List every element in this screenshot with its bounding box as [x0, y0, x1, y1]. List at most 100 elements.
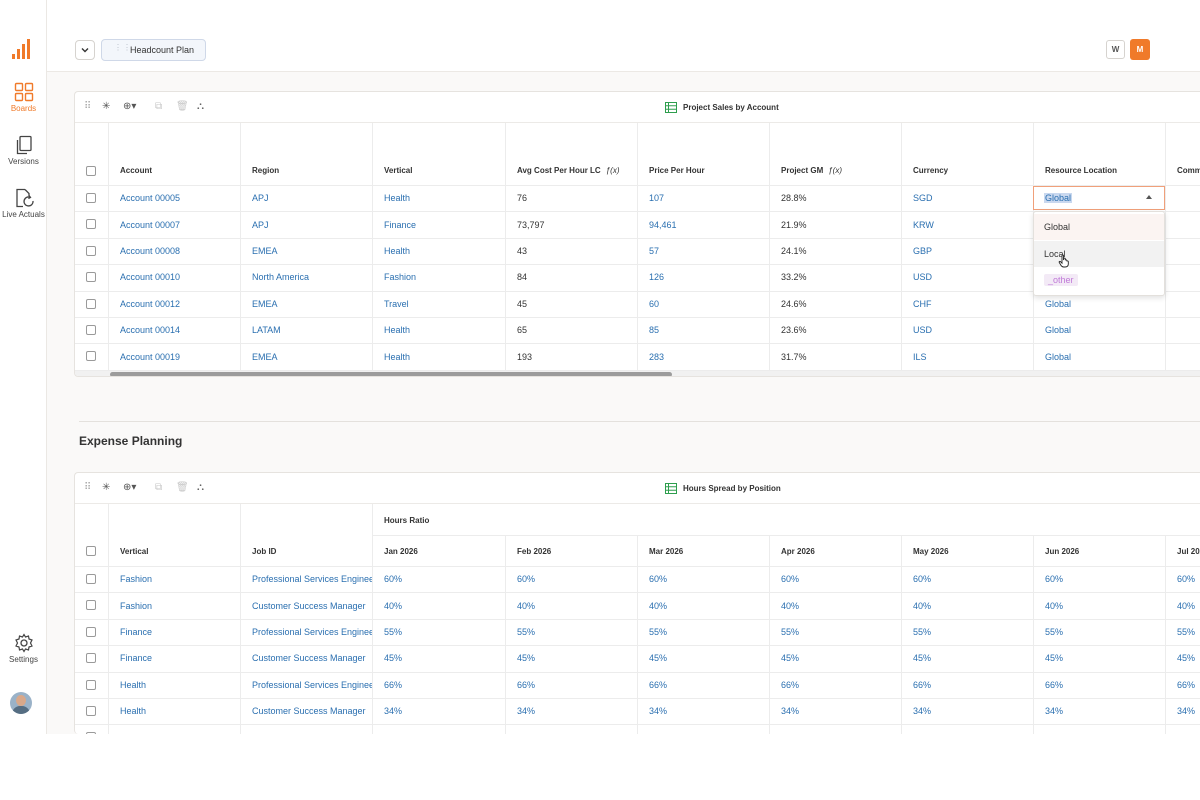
- table-cell[interactable]: 107: [649, 193, 665, 204]
- table-cell[interactable]: Account 00010: [120, 272, 181, 283]
- column-header[interactable]: Avg Cost Per Hour LC ƒ(x): [505, 159, 637, 181]
- row-checkbox[interactable]: [86, 219, 96, 230]
- table-cell[interactable]: Account 00012: [120, 298, 181, 309]
- table-cell[interactable]: 66%: [517, 679, 536, 690]
- row-checkbox[interactable]: [86, 653, 96, 664]
- copy-icon[interactable]: ⧉: [155, 482, 163, 493]
- table-cell[interactable]: 55%: [1177, 626, 1196, 637]
- table-cell[interactable]: APJ: [252, 219, 269, 230]
- row-checkbox[interactable]: [86, 679, 96, 690]
- table-cell[interactable]: 34%: [384, 706, 403, 717]
- table-cell[interactable]: 45%: [384, 653, 403, 664]
- table-cell[interactable]: 40%: [913, 600, 932, 611]
- row-checkbox[interactable]: [86, 706, 96, 716]
- row-checkbox[interactable]: [86, 626, 96, 637]
- column-header[interactable]: Price Per Hour: [637, 159, 769, 181]
- table-cell[interactable]: 60%: [781, 574, 800, 585]
- sidebar-item-settings[interactable]: Settings: [0, 633, 47, 664]
- table-cell[interactable]: 34%: [1177, 706, 1196, 717]
- user-avatar-m[interactable]: M: [1130, 39, 1150, 60]
- table-cell[interactable]: 45%: [517, 653, 536, 664]
- table-cell[interactable]: Fashion: [384, 272, 417, 283]
- add-icon[interactable]: ⊕▾: [123, 101, 137, 112]
- table-cell[interactable]: EMEA: [252, 351, 278, 362]
- board-menu-button[interactable]: [75, 40, 95, 60]
- column-header[interactable]: Currency: [901, 159, 1033, 181]
- column-header[interactable]: Project GM ƒ(x): [769, 159, 901, 181]
- table-cell[interactable]: GBP: [913, 245, 933, 256]
- drag-handle-icon[interactable]: ⠿: [84, 482, 92, 493]
- table-cell[interactable]: Finance: [120, 653, 153, 664]
- scrollbar-thumb[interactable]: [110, 371, 672, 376]
- drag-handle-icon[interactable]: ⠿: [84, 101, 92, 112]
- table-cell[interactable]: Customer Success Manager: [252, 706, 366, 717]
- table-cell[interactable]: 34%: [913, 706, 932, 717]
- sidebar-item-boards[interactable]: Boards: [0, 82, 47, 113]
- table-cell[interactable]: 60%: [1177, 574, 1196, 585]
- column-header[interactable]: Comm: [1165, 159, 1200, 181]
- row-checkbox[interactable]: [86, 272, 96, 283]
- table-cell[interactable]: 94,461: [649, 219, 677, 230]
- table-cell[interactable]: 45%: [1177, 653, 1196, 664]
- table-cell[interactable]: EMEA: [252, 298, 278, 309]
- table-cell[interactable]: CHF: [913, 298, 932, 309]
- table-cell[interactable]: 57: [649, 245, 660, 256]
- table-cell[interactable]: Account 00007: [120, 219, 181, 230]
- column-header[interactable]: Apr 2026: [781, 546, 815, 556]
- table-cell[interactable]: Health: [384, 351, 411, 362]
- table-cell[interactable]: Account 00005: [120, 193, 181, 204]
- row-checkbox[interactable]: [86, 193, 96, 203]
- table-cell[interactable]: 66%: [1045, 679, 1064, 690]
- row-checkbox[interactable]: [86, 298, 96, 309]
- table-cell[interactable]: 283: [649, 351, 665, 362]
- resource-location-select[interactable]: Global: [1033, 186, 1165, 210]
- table-cell[interactable]: 55%: [384, 626, 403, 637]
- table-cell[interactable]: 60%: [384, 574, 403, 585]
- column-header[interactable]: Mar 2026: [649, 546, 684, 556]
- table-cell[interactable]: 60%: [1045, 574, 1064, 585]
- collapse-icon[interactable]: ✳: [102, 482, 111, 493]
- table-cell[interactable]: 66%: [649, 679, 668, 690]
- table-cell[interactable]: 40%: [649, 600, 668, 611]
- caret-up-icon[interactable]: [1146, 195, 1152, 199]
- table-cell[interactable]: 34%: [781, 706, 800, 717]
- dropdown-option[interactable]: _other: [1034, 267, 1164, 293]
- delete-icon[interactable]: 🗑: [176, 101, 189, 112]
- table-cell[interactable]: Account 00014: [120, 325, 181, 336]
- table-cell[interactable]: 34%: [649, 706, 668, 717]
- table-cell[interactable]: 66%: [781, 679, 800, 690]
- table-cell[interactable]: 60%: [913, 574, 932, 585]
- row-checkbox[interactable]: [86, 325, 96, 335]
- table-cell[interactable]: Global: [1045, 325, 1072, 336]
- table-cell[interactable]: APJ: [252, 193, 269, 204]
- drag-handle-icon[interactable]: ⋮⋮: [114, 43, 132, 52]
- table-cell[interactable]: 40%: [1045, 600, 1064, 611]
- table-cell[interactable]: Health: [384, 245, 411, 256]
- row-checkbox[interactable]: [86, 600, 96, 611]
- table-cell[interactable]: 60%: [649, 574, 668, 585]
- select-all-checkbox[interactable]: [86, 546, 96, 556]
- row-checkbox[interactable]: [86, 245, 96, 256]
- add-icon[interactable]: ⊕▾: [123, 482, 137, 493]
- table-cell[interactable]: Health: [384, 325, 411, 336]
- hierarchy-icon[interactable]: ⛬: [197, 482, 204, 493]
- table-cell[interactable]: Health: [384, 193, 411, 204]
- table-cell[interactable]: 60: [649, 298, 660, 309]
- table-cell[interactable]: Professional Services Engineer: [252, 679, 372, 690]
- table-cell[interactable]: 55%: [781, 626, 800, 637]
- row-checkbox[interactable]: [86, 574, 96, 584]
- column-header[interactable]: Vertical: [372, 159, 505, 181]
- table-cell[interactable]: Professional Services Engineer: [252, 574, 372, 585]
- table-cell[interactable]: 34%: [517, 706, 536, 717]
- table-cell[interactable]: USD: [913, 272, 933, 283]
- column-header[interactable]: Job ID: [252, 546, 277, 556]
- copy-icon[interactable]: ⧉: [155, 101, 163, 112]
- table-cell[interactable]: 40%: [517, 600, 536, 611]
- table-cell[interactable]: 55%: [913, 626, 932, 637]
- table-cell[interactable]: Account 00008: [120, 245, 181, 256]
- table-cell[interactable]: 40%: [781, 600, 800, 611]
- table-cell[interactable]: 66%: [384, 679, 403, 690]
- table-cell[interactable]: USD: [913, 325, 933, 336]
- column-header[interactable]: Jun 2026: [1045, 546, 1080, 556]
- table-cell[interactable]: Travel: [384, 298, 409, 309]
